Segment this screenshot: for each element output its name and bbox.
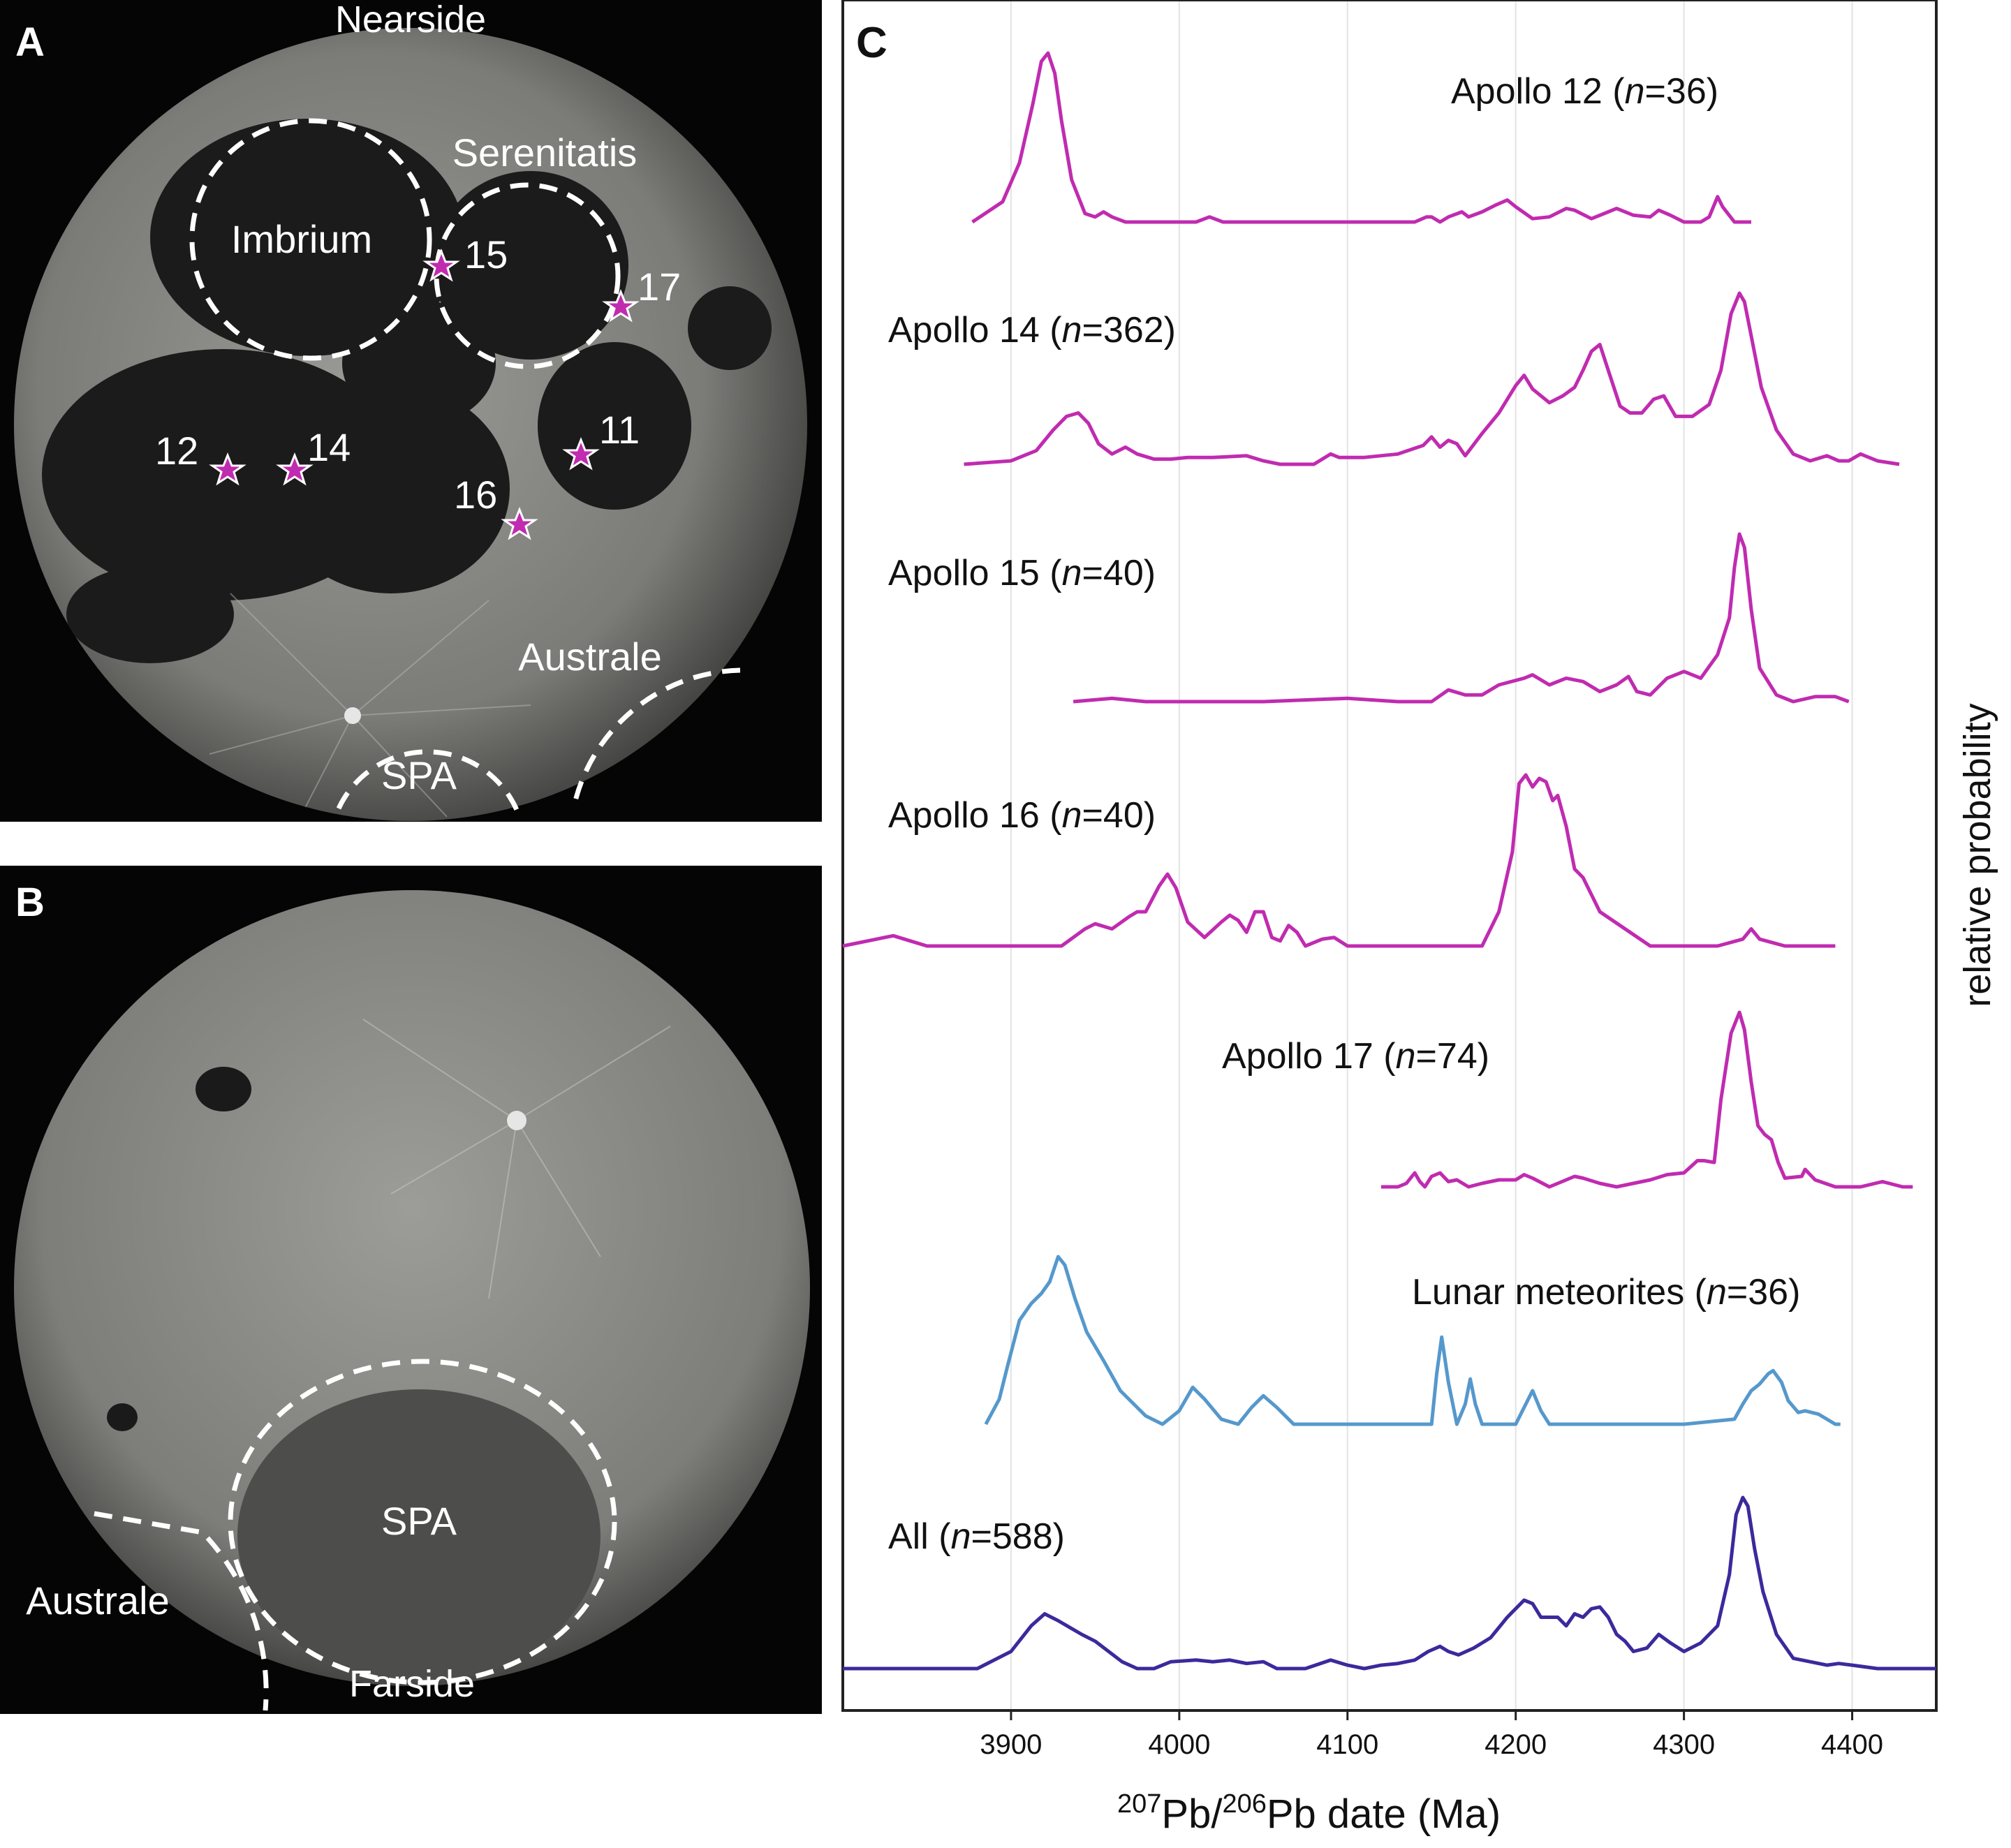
series-label-part: n	[951, 1516, 971, 1557]
x-tick-label: 4200	[1485, 1729, 1547, 1760]
nearside-label: Nearside	[335, 0, 486, 40]
site-marker-11	[562, 436, 600, 471]
series-label-part: n	[1062, 553, 1082, 593]
panel-letter-a: A	[15, 20, 45, 65]
y-axis-title: relative probability	[1957, 703, 1998, 1007]
site-marker-14	[276, 452, 314, 486]
basin-outlines	[189, 118, 741, 811]
x-axis-title-isotope-b: 206	[1222, 1789, 1266, 1819]
site-label-17: 17	[638, 265, 681, 309]
series-label-part: Apollo 14 (	[888, 310, 1062, 350]
series-label: Apollo 16 (n=40)	[888, 795, 1156, 836]
australe-label: Australe	[26, 1579, 169, 1622]
x-axis-title-isotope-a: 207	[1117, 1789, 1161, 1819]
series-label-part: n	[1707, 1272, 1727, 1313]
site-label-14: 14	[307, 425, 351, 469]
spa-label: SPA	[381, 753, 457, 797]
site-label-16: 16	[454, 473, 497, 517]
series-label-part: n	[1396, 1036, 1416, 1077]
series-label-part: =362)	[1082, 310, 1176, 350]
series-line-3	[1073, 532, 1850, 704]
series-label: All (n=588)	[888, 1516, 1065, 1557]
x-gridlines	[1010, 0, 1853, 1710]
farside-moon-image: B SPA Australe Farside	[0, 866, 822, 1714]
x-axis-ticks: 3900 4000 4100 4200 4300 4400	[980, 1710, 1883, 1760]
x-tick-label: 4400	[1821, 1729, 1883, 1760]
series-label: Apollo 14 (n=362)	[888, 310, 1176, 350]
spa-label: SPA	[381, 1499, 457, 1543]
series-label: Lunar meteorites (n=36)	[1412, 1272, 1800, 1313]
site-marker-12	[209, 452, 246, 486]
site-label-11: 11	[599, 408, 640, 452]
site-marker-15	[422, 248, 460, 282]
farside-basin-outlines	[94, 1359, 617, 1711]
series-line-1	[971, 51, 1751, 224]
x-axis-title: 207Pb/206Pb date (Ma)	[1117, 1789, 1501, 1837]
series-label-part: Apollo 12 (	[1451, 71, 1625, 112]
landing-site-markers	[209, 248, 640, 540]
series-label: Apollo 15 (n=40)	[888, 553, 1156, 593]
series-label-part: =40)	[1082, 553, 1156, 593]
x-tick-label: 3900	[980, 1729, 1042, 1760]
series-label-part: n	[1062, 310, 1082, 350]
x-axis-title-element-a: Pb/	[1161, 1791, 1223, 1837]
nearside-moon-image: A Nearside Imbrium Serenitatis Australe …	[0, 0, 822, 836]
site-label-12: 12	[155, 429, 198, 473]
farside-label: Farside	[349, 1663, 475, 1705]
series-label-part: All (	[888, 1516, 951, 1557]
site-marker-16	[501, 506, 538, 540]
panel-letter-b: B	[15, 880, 45, 925]
series-line-4	[842, 773, 1836, 948]
series-label-part: =36)	[1645, 71, 1719, 112]
series-line-5	[1381, 1010, 1913, 1189]
series-label-part: =40)	[1082, 795, 1156, 836]
tycho-rays	[209, 593, 531, 821]
series-label-part: Lunar meteorites (	[1412, 1272, 1707, 1313]
tycho-crater	[344, 707, 361, 724]
plot-frame	[841, 0, 1938, 1712]
x-tick-label: 4100	[1316, 1729, 1378, 1760]
x-tick-label: 4000	[1148, 1729, 1210, 1760]
series-label-part: Apollo 15 (	[888, 553, 1062, 593]
x-tick-label: 4300	[1653, 1729, 1715, 1760]
imbrium-label: Imbrium	[231, 217, 372, 261]
series-label-part: =36)	[1727, 1272, 1801, 1313]
site-marker-17	[602, 288, 640, 323]
series-line-7	[843, 1495, 1936, 1671]
series-label-part: n	[1625, 71, 1645, 112]
series-label-part: =74)	[1416, 1036, 1490, 1077]
panel-a-nearside-map: A Nearside Imbrium Serenitatis Australe …	[0, 0, 822, 836]
farside-features	[107, 1019, 671, 1683]
series-label-part: n	[1062, 795, 1082, 836]
serenitatis-label: Serenitatis	[452, 131, 638, 175]
site-label-15: 15	[464, 232, 508, 276]
series-label-part: =588)	[971, 1516, 1064, 1557]
panel-letter-c: C	[856, 19, 887, 67]
australe-label: Australe	[518, 635, 661, 679]
series-label-part: Apollo 17 (	[1222, 1036, 1396, 1077]
panel-b-farside-map: B SPA Australe Farside	[0, 866, 822, 1714]
series-label: Apollo 17 (n=74)	[1222, 1036, 1489, 1077]
series-label: Apollo 12 (n=36)	[1451, 71, 1718, 112]
x-axis-title-element-b: Pb date (Ma)	[1267, 1791, 1501, 1837]
series-line-6	[984, 1255, 1841, 1426]
series-label-part: Apollo 16 (	[888, 795, 1062, 836]
density-curves	[842, 51, 1936, 1671]
series-labels: Apollo 12 (n=36)Apollo 14 (n=362)Apollo …	[888, 71, 1800, 1557]
series-line-2	[964, 291, 1900, 466]
